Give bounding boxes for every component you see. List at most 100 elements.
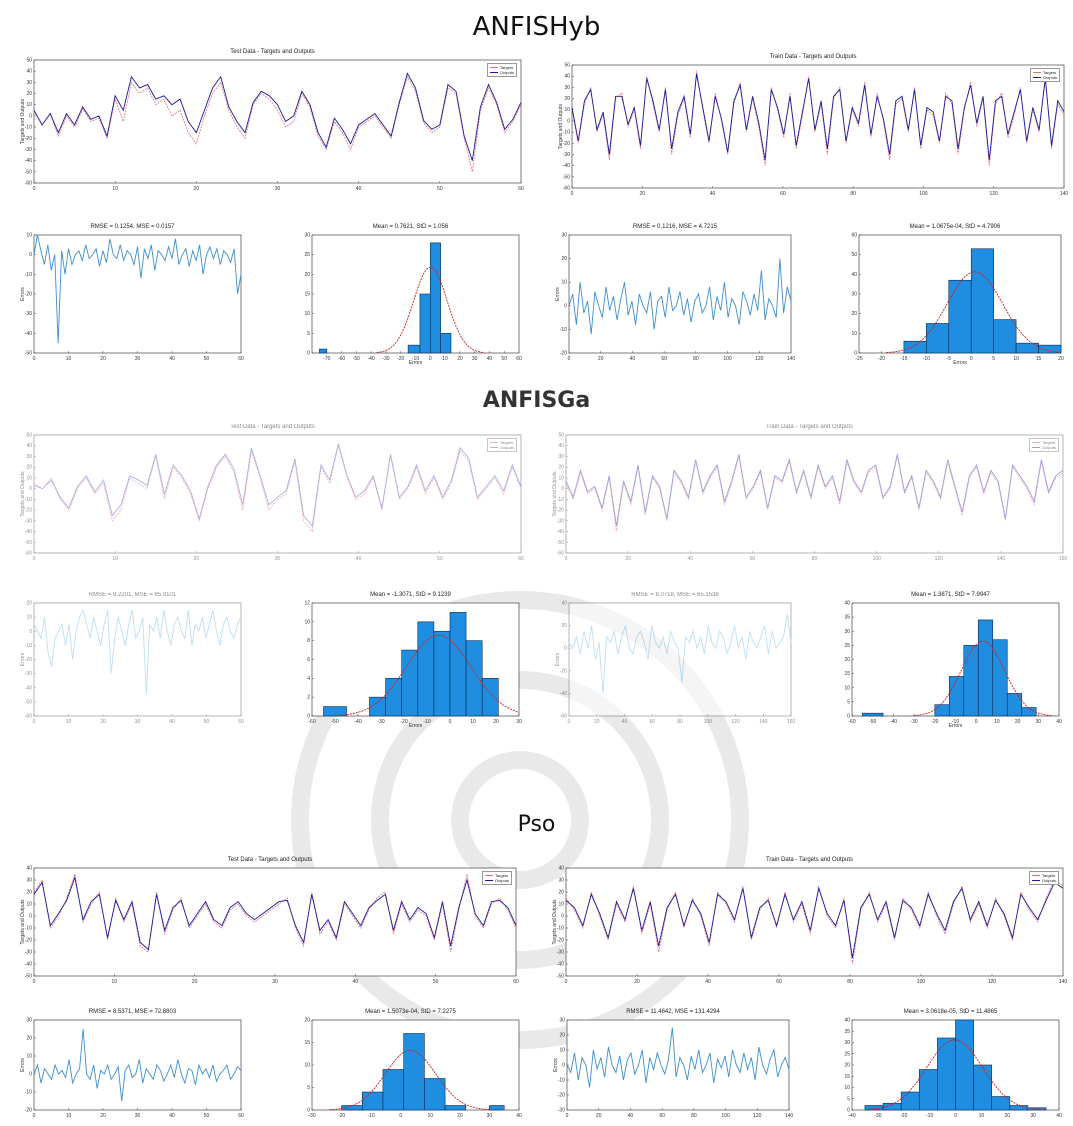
series-line [568,258,792,335]
x-tick-label: 120 [988,979,997,985]
series-line-targets [571,70,1065,166]
y-tick-label: -60 [563,186,570,192]
y-axis-label: Errors [553,1058,559,1072]
x-tick-label: 20 [194,556,200,562]
line-chart: RMSE = 9.2201, MSE = 85.0101 0 10 20 30 40 50 6… [20,592,245,728]
x-tick-label: 140 [785,1113,794,1119]
error-histogram: Mean = 1.5073e-04, StD = 7.2275 -30 -20 -10… [298,1009,523,1122]
legend-entry: Targets [1031,873,1056,878]
y-tick-label: -20 [25,508,32,514]
y-tick-label: 50 [26,433,32,439]
legend-label: Targets [1042,70,1057,75]
x-tick-label: 10 [428,1113,434,1119]
line-chart: Train Data - Targets and Outputs 0 20 40 60 8… [558,54,1068,200]
x-tick-label: 30 [135,356,141,362]
x-tick-label: 0 [33,356,36,362]
legend-entry: Outputs [1032,75,1057,80]
x-tick-label: 10 [66,1113,72,1119]
y-axis-label: Targets and Outputs [552,899,558,945]
normal-fit-curve [865,1039,1044,1111]
x-tick-label: 20 [192,979,198,985]
y-tick-label: 10 [559,1048,565,1054]
x-tick-label: 160 [787,719,796,725]
line-chart: RMSE = 0.1254, MSE = 0.0157 0 10 20 30 40 50 60… [20,224,245,365]
x-tick-label: 120 [755,356,764,362]
x-tick-label: 20 [457,1113,463,1119]
x-tick-label: 20 [1058,356,1064,362]
plot-area: -70 -60 -50 -40 -30 -20 -10 0 10 20 30 40 50 60 0 5 10 15… [304,233,522,367]
line-chart: RMSE = 8.0718, MSE = 65.1538 0 20 40 60 80 100… [555,592,796,728]
y-tick-label: 30 [26,1018,32,1024]
histogram-bar [1038,344,1062,354]
y-tick-label: 0 [307,714,310,720]
legend-swatch [1032,77,1041,79]
chart-title: Train Data - Targets and Outputs [765,424,854,430]
y-tick-label: 10 [304,619,310,625]
y-tick-label: 15 [304,1040,310,1046]
series-line [566,1027,790,1088]
y-tick-label: -40 [25,158,32,164]
plot-area: -25 -20 -15 -10 -5 0 5 10 15 20 0 10 20 30 40 50 60 Error… [851,233,1064,367]
x-tick-label: 10 [112,186,118,192]
x-tick-label: 20 [598,356,604,362]
x-tick-label: 30 [135,719,141,725]
x-tick-label: 10 [470,719,476,725]
x-tick-label: -30 [377,719,384,725]
y-axis-label: Errors [555,652,561,666]
y-tick-label: 30 [561,233,567,239]
x-tick-label: 50 [204,719,210,725]
x-tick-label: 40 [705,979,711,985]
legend-label: Targets [1041,440,1056,445]
plot-area: -60 -50 -40 -30 -20 -10 0 10 20 30 0 2 4 6 8 10 12 Errors [304,601,522,730]
chart-legend: Targets Outputs [486,63,517,77]
x-tick-label: 60 [238,1113,244,1119]
plot-area: 0 10 20 30 40 50 60 -50 -40 -30 -20 -10 0 10 20 30 40 Tar… [20,866,519,986]
x-tick-label: 40 [169,1113,175,1119]
x-tick-label: 20 [457,356,463,362]
chart-title: RMSE = 0.1254, MSE = 0.0157 [90,224,175,230]
legend-swatch [489,447,498,449]
x-tick-label: 80 [677,719,683,725]
y-tick-label: 10 [26,902,32,908]
legend-swatch [489,442,498,444]
y-tick-label: 10 [561,280,567,286]
legend-entry: Outputs [484,878,509,883]
line-chart: Test Data - Targets and Outputs 0 10 20 30 40… [20,424,525,565]
histogram-bar [323,706,347,717]
y-tick-label: -60 [25,714,32,720]
histogram-bar [991,1096,1011,1111]
histogram-bar [465,640,483,717]
x-tick-label: -30 [910,719,917,725]
chart-title: Mean = 1.3871, StD = 7.9947 [911,592,990,598]
x-tick-label: 20 [100,719,106,725]
histogram-bar [403,1033,425,1111]
x-tick-label: 60 [516,356,522,362]
x-tick-label: 0 [33,979,36,985]
y-tick-label: 40 [558,866,564,872]
x-tick-label: 30 [472,356,478,362]
y-tick-label: 25 [304,252,310,258]
y-tick-label: 30 [26,454,32,460]
y-tick-label: -20 [25,292,32,298]
x-tick-label: 0 [33,186,36,192]
y-tick-label: 0 [564,646,567,652]
x-tick-label: -10 [923,356,930,362]
x-axis-label: Errors [949,723,963,729]
histogram-bar [977,619,994,717]
normal-fit-curve [334,634,520,716]
watermark-logo [291,591,749,1049]
y-tick-label: -20 [25,1108,32,1114]
histogram-bar [903,340,927,354]
x-tick-label: 30 [135,1113,141,1119]
y-tick-label: 10 [26,102,32,108]
histogram-bar [382,1069,404,1111]
legend-entry: Targets [1032,70,1057,75]
x-tick-label: -60 [338,356,345,362]
error-histogram: Mean = 0.7621, StD = 1.056 -70 -60 -50 -40 -3… [298,224,523,367]
histogram-bar [407,344,421,354]
x-tick-label: 40 [356,556,362,562]
x-tick-label: 10 [979,1113,985,1119]
y-tick-label: 10 [26,1054,32,1060]
histogram-bar [361,1091,384,1111]
y-tick-label: -50 [557,540,564,546]
